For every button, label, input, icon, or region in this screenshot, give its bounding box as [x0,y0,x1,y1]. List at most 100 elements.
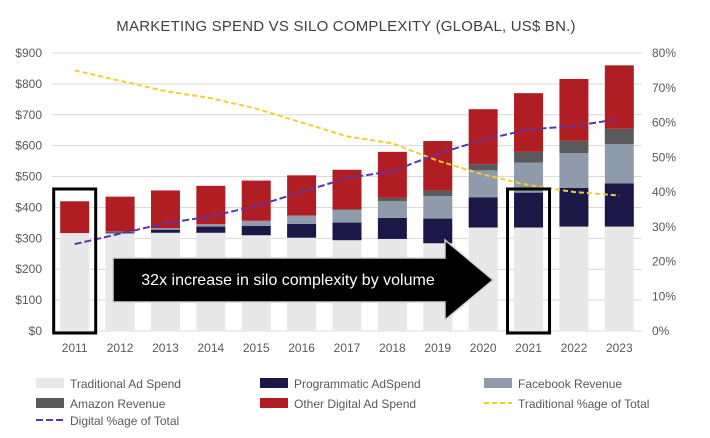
y2-tick-label: 60% [652,116,676,130]
y-tick-label: $300 [15,231,42,245]
bar-segment [423,196,453,219]
bar-segment [514,93,544,152]
y-tick-label: $400 [15,200,42,214]
legend-label: Facebook Revenue [518,377,622,391]
bar-segment [514,192,544,228]
bar-segment [559,226,589,331]
x-tick-label: 2015 [243,341,270,355]
bar-segment [332,210,362,223]
legend-swatch [36,378,64,388]
y-axis-right: 0% 10% 20% 30% 40% 50% 60% 70% 80% [652,46,676,338]
bar-segment [287,215,317,224]
y2-tick-label: 40% [652,185,676,199]
highlight-boxes [52,187,552,335]
bar-segment [332,222,362,241]
bar-segment [559,153,589,188]
bar-segment [559,187,589,227]
callout-arrow: 32x increase in silo complexity by volum… [112,238,495,322]
y-tick-label: $0 [29,324,43,338]
highlight-box [506,187,552,335]
x-tick-label: 2020 [470,341,497,355]
bar-segment [196,185,226,225]
y2-tick-label: 30% [652,220,676,234]
bar-segment [241,180,271,221]
bar-segment [196,224,226,227]
bar-segment [377,151,407,198]
y2-tick-label: 70% [652,81,676,95]
bar-segment [514,151,544,163]
x-tick-label: 2014 [197,341,224,355]
legend-label: Traditional Ad Spend [70,377,181,391]
y-tick-label: $600 [15,139,42,153]
bar-segment [468,170,498,198]
legend-swatch [484,378,512,388]
highlight-box [52,187,98,335]
bar-segment [514,227,544,331]
callout-text: 32x increase in silo complexity by volum… [141,272,435,289]
y-tick-label: $500 [15,170,42,184]
bar-segment [241,220,271,226]
bar-segment [423,141,453,191]
y2-tick-label: 10% [652,289,676,303]
bar-segment [604,65,634,129]
x-tick-label: 2017 [334,341,361,355]
y2-tick-label: 0% [652,324,670,338]
bar-segment [287,223,317,238]
legend-label: Traditional %age of Total [518,397,649,411]
bar-segment [559,78,589,141]
bar-segment [377,200,407,218]
callout-arrow-shape [112,238,495,322]
bar-segment [604,183,634,227]
bar-segment [332,209,362,211]
legend-swatch [36,398,64,408]
bar-segment [604,226,634,331]
x-tick-label: 2013 [152,341,179,355]
bar-segment [241,225,271,236]
x-tick-label: 2019 [424,341,451,355]
x-tick-label: 2012 [107,341,134,355]
legend-swatch [260,398,288,408]
legend: Traditional Ad Spend Programmatic AdSpend… [36,377,649,428]
x-tick-label: 2022 [561,341,588,355]
chart-title: MARKETING SPEND VS SILO COMPLEXITY (GLOB… [116,18,575,35]
bar-segment [468,164,498,171]
x-tick-label: 2011 [62,341,88,355]
y2-tick-label: 20% [652,255,676,269]
bar-segment [559,140,589,154]
y2-tick-label: 50% [652,150,676,164]
bar-segment [377,197,407,201]
x-tick-label: 2021 [515,341,542,355]
bar-segment [604,128,634,145]
y-tick-label: $800 [15,77,42,91]
legend-label: Digital %age of Total [70,414,179,428]
bar-segment [60,201,90,234]
x-tick-label: 2016 [288,341,315,355]
x-tick-label: 2018 [379,341,406,355]
legend-label: Amazon Revenue [70,397,166,411]
percentage-lines [74,69,620,246]
bar-segment [150,228,180,230]
bar-segment [377,217,407,239]
x-axis: 2011 2012 2013 2014 2015 2016 2017 2018 2019 2020… [62,341,633,355]
bar-segment [105,196,135,232]
series-line [74,118,620,246]
legend-label: Programmatic AdSpend [294,377,421,391]
bar-segment [423,190,453,197]
y2-tick-label: 80% [652,46,676,60]
bar-segment [105,231,135,233]
bar-segment [604,144,634,184]
x-tick-label: 2023 [606,341,633,355]
legend-label: Other Digital Ad Spend [294,397,416,411]
bar-segment [423,218,453,244]
y-axis-left: $0 $100 $200 $300 $400 $500 $600 $700 $800 $900 [15,46,42,338]
bar-segment [468,197,498,228]
y-tick-label: $700 [15,108,42,122]
bar-segment [150,229,180,233]
y-tick-label: $200 [15,262,42,276]
bar-segment [196,226,226,233]
y-tick-label: $900 [15,46,42,60]
bar-segment [60,233,90,331]
legend-swatch [260,378,288,388]
series-line [74,69,620,197]
